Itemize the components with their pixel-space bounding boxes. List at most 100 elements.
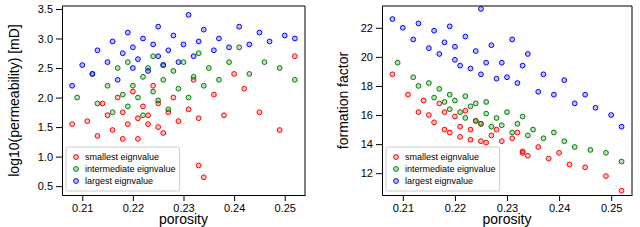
point xyxy=(510,37,515,42)
tick-mark xyxy=(455,195,456,201)
point xyxy=(75,95,80,100)
tick-mark xyxy=(376,115,382,116)
series-0 xyxy=(70,54,298,180)
point xyxy=(458,63,463,68)
point xyxy=(242,86,247,91)
point xyxy=(90,72,95,77)
point xyxy=(80,63,85,68)
axis-line xyxy=(382,7,383,196)
legend-marker xyxy=(394,155,399,160)
point xyxy=(292,77,297,82)
point xyxy=(191,74,196,79)
point xyxy=(95,48,100,53)
point xyxy=(156,98,161,103)
point xyxy=(151,89,156,94)
point xyxy=(166,48,171,53)
point xyxy=(421,98,426,103)
point xyxy=(489,43,494,48)
point xyxy=(110,128,115,133)
point xyxy=(70,83,75,88)
point xyxy=(217,36,222,41)
point xyxy=(447,92,452,97)
point xyxy=(426,46,431,51)
tick-mark xyxy=(56,68,62,69)
tick-label: 0.5 xyxy=(38,180,53,192)
point xyxy=(390,17,395,22)
point xyxy=(222,113,227,118)
point xyxy=(520,114,525,119)
point xyxy=(292,54,297,59)
point xyxy=(211,92,216,97)
axis-line xyxy=(62,7,63,196)
y-label: formation factor xyxy=(335,52,351,150)
point xyxy=(473,101,478,106)
point xyxy=(105,60,110,65)
tick-mark xyxy=(56,9,62,10)
point xyxy=(499,139,504,144)
point xyxy=(105,113,110,118)
point xyxy=(494,127,499,132)
legend-label: smallest eignvalue xyxy=(405,152,479,162)
point xyxy=(619,188,624,193)
point xyxy=(551,92,556,97)
tick-label: 0.21 xyxy=(72,202,93,214)
point xyxy=(176,86,181,91)
point xyxy=(70,122,75,127)
tick-mark xyxy=(376,57,382,58)
point xyxy=(100,101,105,106)
series-2 xyxy=(70,12,298,88)
point xyxy=(146,113,151,118)
point xyxy=(479,139,484,144)
point xyxy=(468,127,473,132)
point xyxy=(161,63,166,68)
frame xyxy=(632,6,633,195)
point xyxy=(186,107,191,112)
point xyxy=(588,148,593,153)
points xyxy=(390,7,624,194)
point xyxy=(282,33,287,38)
tick-mark xyxy=(611,195,612,201)
tick: 0.5 xyxy=(38,180,62,192)
point xyxy=(619,124,624,129)
point xyxy=(562,78,567,83)
point xyxy=(505,110,510,115)
point xyxy=(237,45,242,50)
tick: 16 xyxy=(361,109,382,121)
point xyxy=(125,104,130,109)
point xyxy=(125,30,130,35)
point xyxy=(161,77,166,82)
tick-label: 12 xyxy=(361,167,373,179)
tick-mark xyxy=(376,144,382,145)
tick-label: 3.0 xyxy=(38,33,53,45)
point xyxy=(432,28,437,33)
point xyxy=(619,159,624,164)
point xyxy=(130,83,135,88)
point xyxy=(130,45,135,50)
point xyxy=(484,60,489,65)
tick-label: 0.22 xyxy=(123,202,144,214)
point xyxy=(257,30,262,35)
point xyxy=(609,113,614,118)
legend-item: largest eignvalue xyxy=(394,176,473,186)
point xyxy=(479,121,484,126)
tick-label: 1.0 xyxy=(38,151,53,163)
legend-item: intermediate eignvalue xyxy=(394,164,496,174)
point xyxy=(494,116,499,121)
point xyxy=(432,120,437,125)
point xyxy=(406,92,411,97)
point xyxy=(426,81,431,86)
legend-label: intermediate eignvalue xyxy=(85,164,176,174)
point xyxy=(463,116,468,121)
tick-label: 22 xyxy=(361,22,373,34)
point xyxy=(536,145,541,150)
point xyxy=(515,130,520,135)
point xyxy=(115,66,120,71)
point xyxy=(583,165,588,170)
tick: 1.5 xyxy=(38,121,62,133)
point xyxy=(453,57,458,62)
point xyxy=(442,127,447,132)
point xyxy=(411,75,416,80)
point xyxy=(156,24,161,29)
tick: 0.21 xyxy=(72,195,93,214)
point xyxy=(166,107,171,112)
